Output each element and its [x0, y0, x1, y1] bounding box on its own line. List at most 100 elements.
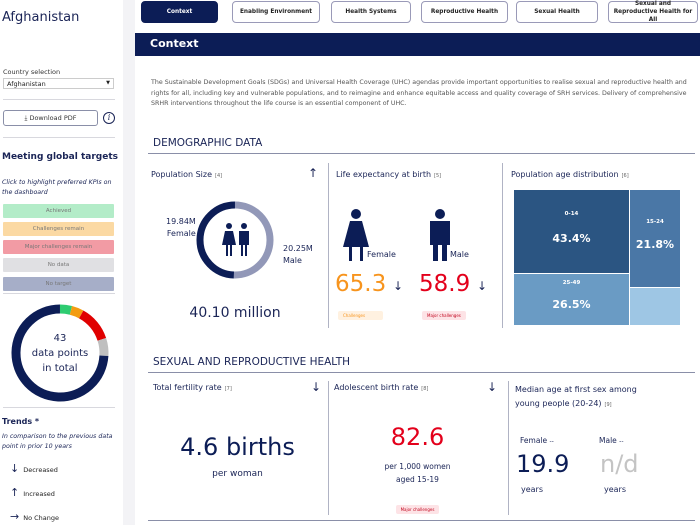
age-value: 26.5%	[552, 298, 591, 311]
caret-down-icon: ▼	[106, 80, 110, 86]
population-total: 40.10 million	[189, 305, 281, 321]
median-female-unit: years	[521, 485, 544, 494]
demographic-heading: DEMOGRAPHIC DATA	[153, 137, 263, 149]
male-status-badge: Major challenges	[422, 311, 466, 320]
treemap-cell-25-49[interactable]	[514, 274, 629, 325]
tab-sexual-health[interactable]: Sexual Health	[516, 1, 598, 23]
legend-label: No data	[47, 262, 70, 268]
female-segment	[196, 201, 236, 279]
male-label: Male	[450, 250, 469, 259]
age-label: 25-49	[562, 280, 581, 286]
legend-no-data[interactable]: No data	[3, 258, 114, 272]
female-population: 19.84M Female	[166, 217, 196, 238]
treemap-cell-0-14[interactable]	[514, 190, 629, 273]
trend-label: Increased	[23, 490, 55, 498]
download-icon: ⤓	[24, 114, 30, 122]
arrow-down-icon: ↓	[477, 279, 488, 293]
tfr-unit: per woman	[212, 469, 263, 479]
legend-label: Achieved	[45, 208, 72, 214]
arrow-down-icon: ↓	[487, 380, 498, 394]
tab-label: Sexual and Reproductive Health for All	[613, 1, 693, 23]
male-segment	[233, 201, 274, 279]
legend-label: No target	[45, 281, 72, 287]
trend-increased: ↑ Increased	[10, 486, 55, 499]
country-select[interactable]: Afghanistan ▼	[3, 78, 114, 89]
trend-decreased: ↓ Decreased	[10, 462, 58, 475]
tab-enabling-environment[interactable]: Enabling Environment	[232, 1, 320, 23]
tab-label: Reproductive Health	[430, 9, 499, 15]
tab-label: Health Systems	[345, 9, 397, 15]
divider	[3, 293, 115, 294]
median-male-value: n/d	[600, 450, 639, 478]
download-pdf-button[interactable]: ⤓ Download PDF	[3, 110, 98, 126]
age-value: 43.4%	[552, 232, 591, 245]
population-donut	[196, 201, 274, 279]
tab-label: Sexual Health	[534, 9, 580, 15]
female-icon	[343, 209, 369, 261]
age-value: 21.8%	[635, 238, 675, 251]
treemap-cell-15-24[interactable]	[630, 190, 680, 287]
legend-no-target[interactable]: No target	[3, 277, 114, 291]
divider	[3, 407, 115, 408]
trends-title: Trends *	[2, 417, 40, 426]
divider	[328, 381, 329, 515]
median-age-title: Median age at first sex among young peopl…	[515, 385, 637, 408]
population-title: Population Size [4]	[151, 170, 223, 179]
female-life-value: 65.3	[335, 271, 387, 297]
divider	[148, 520, 695, 521]
divider	[328, 163, 329, 328]
legend-achieved[interactable]: Achieved	[3, 204, 114, 218]
tfr-title: Total fertility rate [7]	[153, 383, 232, 392]
tab-context[interactable]: Context	[141, 1, 218, 23]
divider	[508, 381, 509, 515]
median-female-value: 19.9	[516, 450, 570, 478]
donut-segment	[59, 304, 73, 315]
trends-subtitle: In comparison to the previous data point…	[2, 433, 113, 450]
country-title: Afghanistan	[2, 10, 80, 25]
donut-label: 43 data points in total	[10, 331, 110, 376]
legend-label: Major challenges remain	[24, 244, 93, 250]
tab-reproductive-health[interactable]: Reproductive Health	[421, 1, 508, 23]
arrow-down-icon: ↓	[393, 279, 404, 293]
tfr-value: 4.6 births	[180, 433, 295, 461]
country-selection-label: Country selection	[3, 68, 61, 76]
data-points-donut	[11, 304, 109, 402]
trend-no-change: → No Change	[10, 510, 59, 523]
legend-major-challenges[interactable]: Major challenges remain	[3, 240, 114, 254]
people-icon	[222, 223, 249, 256]
intro-text: The Sustainable Development Goals (SDGs)…	[151, 79, 687, 107]
donut-segment	[11, 304, 109, 402]
age-label: 0-14	[564, 211, 579, 217]
divider	[3, 137, 115, 138]
donut-segment	[69, 306, 84, 319]
donut-line2: in total	[42, 363, 78, 374]
age-distribution-title: Population age distribution [6]	[511, 170, 629, 179]
donut-count: 43	[53, 333, 67, 344]
abr-badge-wrap: Major challenges	[330, 496, 505, 515]
divider	[148, 372, 695, 373]
tab-srh-for-all[interactable]: Sexual and Reproductive Health for All	[608, 1, 698, 23]
male-icon	[430, 209, 450, 261]
tab-label: Context	[166, 9, 193, 15]
country-selected: Afghanistan	[7, 80, 46, 88]
tab-health-systems[interactable]: Health Systems	[331, 1, 411, 23]
divider	[502, 163, 503, 328]
donut-line1: data points	[31, 348, 89, 359]
arrow-down-icon: ↓	[10, 462, 20, 475]
meeting-targets-subtitle: Click to highlight preferred KPIs on the…	[2, 179, 112, 196]
abr-unit: per 1,000 women aged 15-19	[384, 462, 451, 484]
legend-challenges[interactable]: Challenges remain	[3, 222, 114, 236]
download-label: Download PDF	[29, 114, 77, 122]
trend-label: No Change	[23, 514, 60, 522]
male-life-value: 58.9	[419, 271, 471, 297]
srh-heading: SEXUAL AND REPRODUCTIVE HEALTH	[153, 356, 351, 368]
median-female-label: Female --	[520, 436, 554, 445]
section-header: Context	[135, 33, 700, 56]
trend-label: Decreased	[23, 466, 58, 474]
age-label: 15-24	[646, 219, 664, 225]
info-icon[interactable]: i	[103, 112, 115, 124]
abr-status-badge: Major challenges	[395, 505, 440, 514]
treemap-cell-50-plus[interactable]	[630, 288, 680, 325]
no-change-icon: --	[619, 438, 624, 445]
life-expectancy-title: Life expectancy at birth [5]	[336, 170, 442, 179]
